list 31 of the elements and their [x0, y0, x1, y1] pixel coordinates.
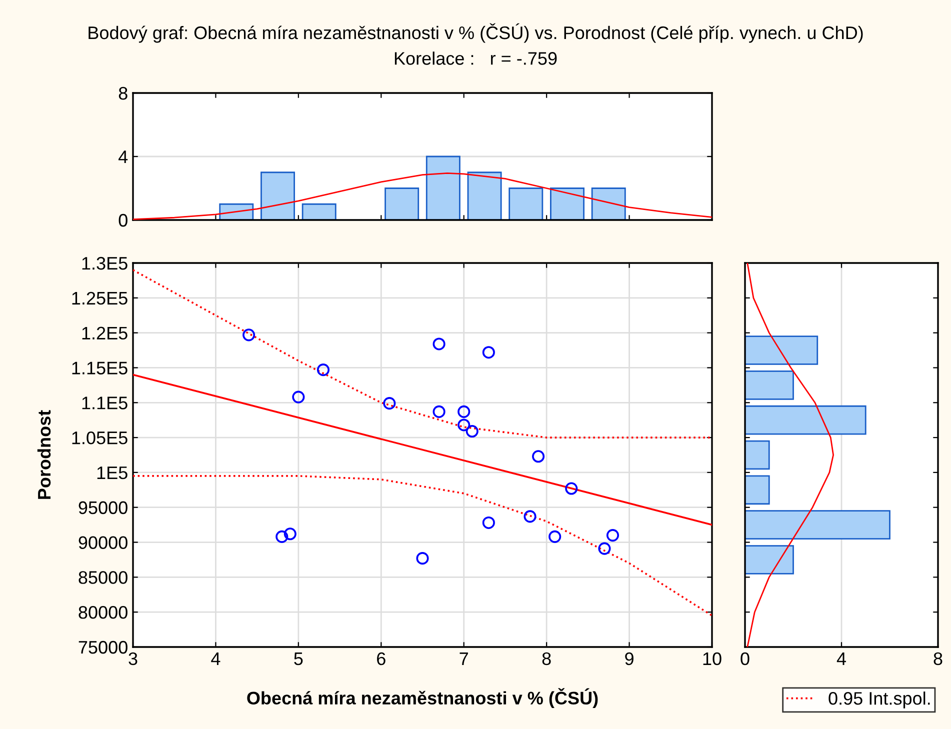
x-tick-label: 10: [703, 652, 722, 666]
x-tick-label: 0: [740, 652, 750, 666]
y-tick-label: 85000: [78, 571, 128, 584]
x-tick-label: 3: [128, 652, 138, 666]
y-tick-label: 1.05E5: [72, 431, 128, 444]
legend-label: 0.95 Int.spol.: [828, 692, 930, 708]
x-tick-label: 9: [625, 652, 634, 666]
x-tick-label: 8: [934, 652, 942, 666]
y-tick-label: 8: [118, 86, 128, 100]
y-tick-label: 4: [118, 150, 128, 164]
x-tick-label: 8: [542, 652, 551, 666]
y-tick-label: 1.25E5: [72, 292, 128, 305]
y-tick-label: 1E5: [97, 466, 128, 480]
y-tick-label: 1.1E5: [82, 396, 128, 410]
y-tick-label: 75000: [78, 640, 128, 654]
x-tick-label: 7: [460, 652, 468, 665]
y-tick-label: 1.2E5: [82, 326, 128, 340]
chart-subtitle: Korelace : r = -.759: [394, 52, 557, 65]
x-tick-label: 6: [377, 652, 386, 666]
y-tick-label: 90000: [78, 536, 128, 549]
y-tick-label: 80000: [78, 606, 128, 619]
x-tick-label: 4: [211, 652, 220, 665]
x-tick-label: 4: [836, 652, 846, 665]
chart-title: Bodový graf: Obecná míra nezaměstnanosti v % (ČSÚ) vs. Porodnost (Celé příp. vynech. u ChD): [88, 23, 863, 43]
y-tick-label: 0: [118, 214, 128, 227]
y-axis-title: Porodnost: [37, 410, 51, 499]
y-tick-label: 1.3E5: [82, 256, 128, 270]
x-axis-title: Obecná míra nezaměstnanosti v % (ČSÚ): [247, 688, 598, 708]
y-tick-label: 95000: [78, 501, 128, 514]
x-tick-label: 5: [294, 652, 303, 666]
y-tick-label: 1.15E5: [72, 362, 128, 374]
